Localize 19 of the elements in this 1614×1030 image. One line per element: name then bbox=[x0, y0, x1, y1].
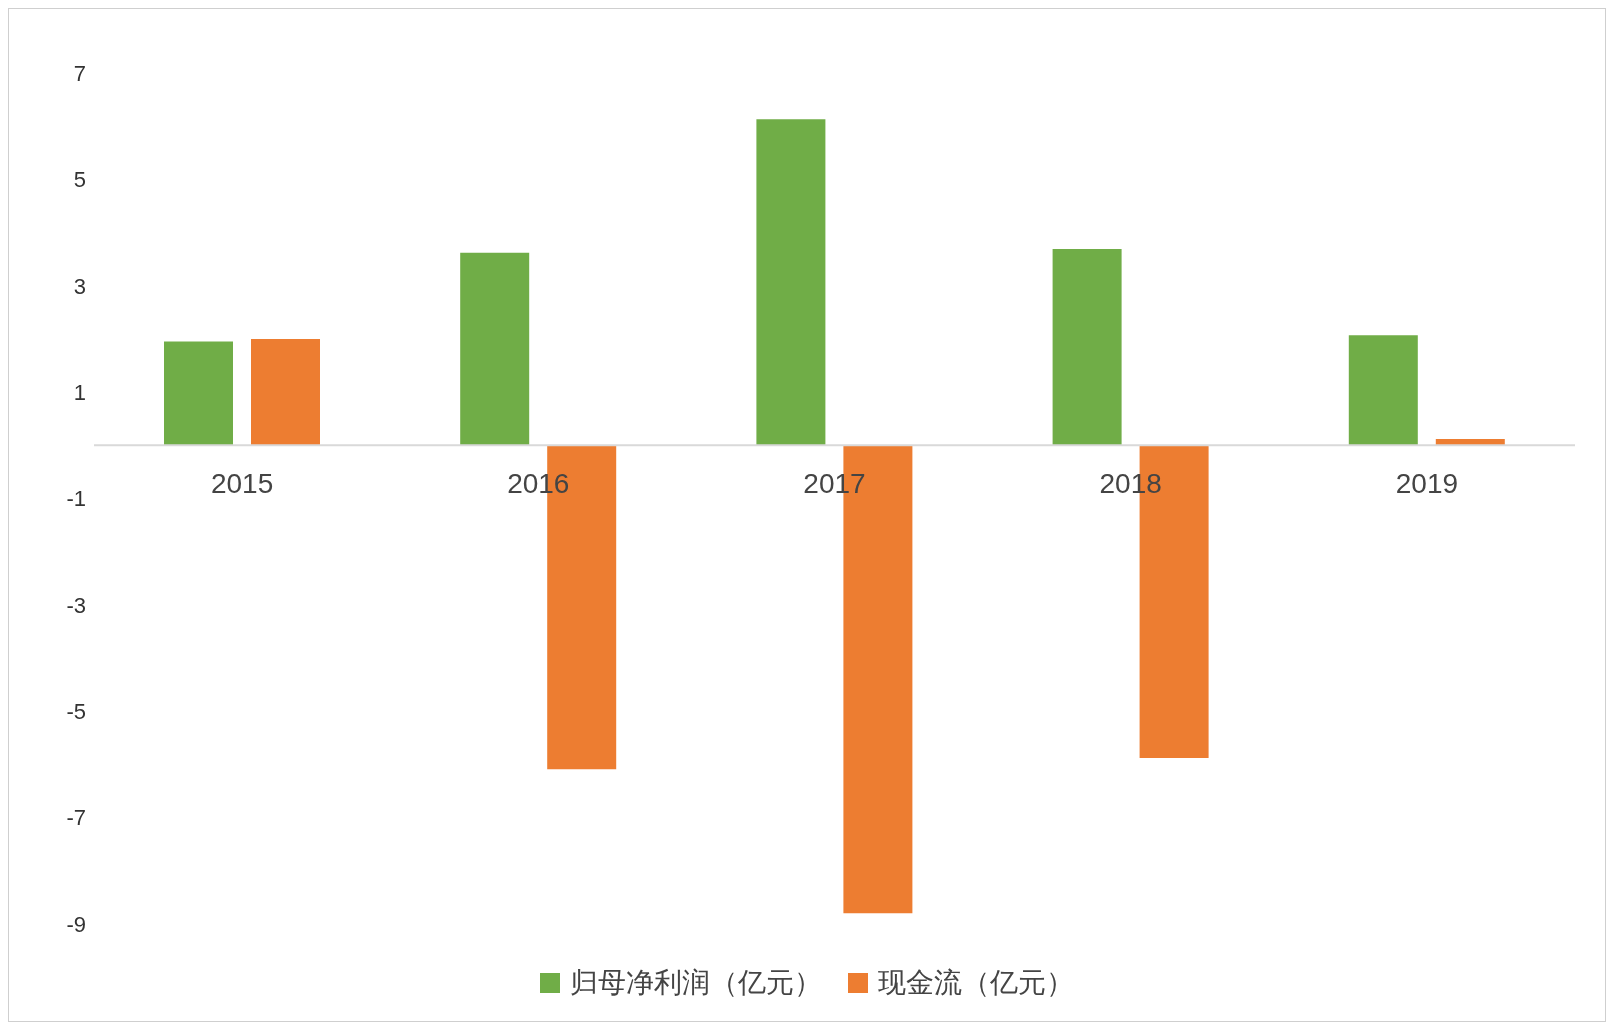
legend-label: 归母净利润（亿元） bbox=[570, 966, 822, 1000]
y-tick-label: -1 bbox=[66, 486, 86, 512]
bar bbox=[756, 119, 826, 446]
x-tick-label: 2015 bbox=[210, 467, 274, 499]
bar bbox=[164, 341, 233, 446]
bar bbox=[1348, 335, 1418, 446]
y-tick-label: -7 bbox=[66, 805, 86, 831]
x-tick-label: 2019 bbox=[1395, 467, 1459, 499]
y-tick-label: 3 bbox=[73, 273, 86, 299]
legend-label: 现金流（亿元） bbox=[878, 966, 1074, 1000]
y-tick-label: -5 bbox=[66, 699, 86, 725]
y-tick-label: 5 bbox=[73, 167, 86, 193]
y-tick-label: -9 bbox=[66, 911, 86, 937]
y-tick-label: -3 bbox=[66, 592, 86, 618]
bar bbox=[1052, 249, 1122, 446]
y-tick-label: 7 bbox=[73, 60, 86, 86]
bar bbox=[251, 338, 320, 446]
bar bbox=[460, 252, 530, 446]
y-tick-label: 1 bbox=[73, 379, 86, 405]
